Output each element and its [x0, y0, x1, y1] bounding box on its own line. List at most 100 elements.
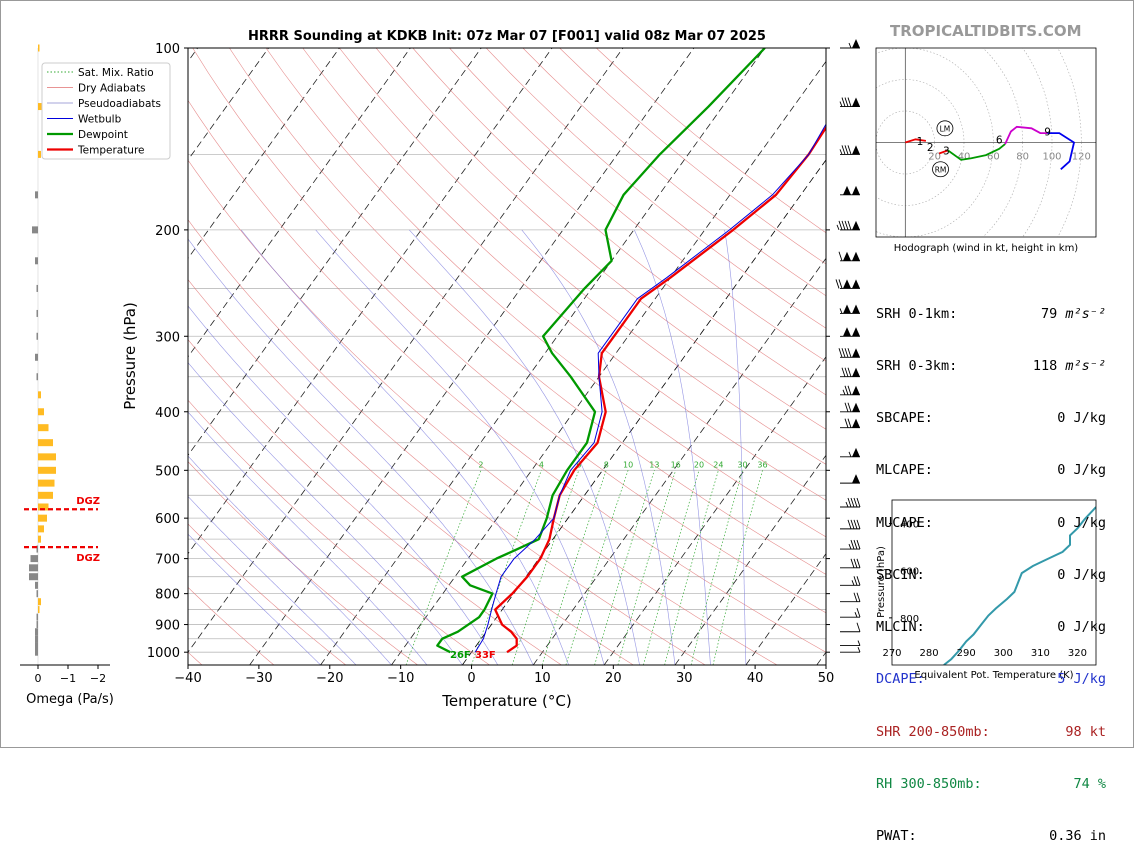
barb-half [846, 502, 848, 507]
stat-sbcape: SBCAPE:0 J/kg [876, 410, 1106, 427]
omega-bar [38, 480, 55, 487]
barb-half [858, 641, 860, 646]
barb-flag [852, 279, 860, 288]
barb-half [852, 580, 854, 585]
wind-barb [840, 593, 860, 602]
x-tick-label: −10 [387, 671, 414, 686]
omega-bar [37, 621, 39, 628]
wind-barb [840, 540, 860, 549]
barb-half [837, 225, 839, 230]
hodograph-marker-label: LM [940, 124, 951, 133]
mixing-ratio-line [665, 470, 719, 665]
barb-full [842, 98, 845, 107]
omega-bar [38, 598, 41, 605]
omega-bar [38, 515, 47, 522]
omega-bar [38, 525, 44, 532]
legend-label: Temperature [77, 145, 145, 157]
omega-bar [35, 582, 38, 589]
isotherm-line [321, 48, 765, 665]
barb-full [851, 498, 854, 507]
barb-half [849, 43, 851, 48]
barb-full [854, 576, 857, 585]
mixing-ratio-label: 2 [478, 460, 483, 469]
omega-bar [35, 191, 38, 198]
omega-bar [37, 333, 39, 340]
mixing-ratio-label: 13 [649, 460, 659, 469]
moist-adiabat [522, 230, 675, 665]
moist-adiabat [132, 230, 498, 665]
wind-barb [840, 448, 860, 457]
x-tick-label: −20 [316, 671, 343, 686]
barb-half [840, 149, 842, 154]
omega-bar [37, 285, 39, 292]
x-tick-label: 10 [534, 671, 551, 686]
wind-barb [839, 348, 860, 357]
barb-full [848, 520, 851, 529]
x-tick-label: −40 [174, 671, 201, 686]
dry-adiabat [83, 48, 706, 665]
barb-flag [843, 327, 851, 336]
stat-rh: RH 300-850mb:74 % [876, 776, 1106, 793]
barb-flag [843, 279, 851, 288]
y-tick-label: 800 [155, 588, 180, 603]
y-tick-label: 600 [155, 512, 180, 527]
barb-flag [852, 474, 860, 483]
hodograph-ring-label: 40 [958, 152, 971, 163]
barb-full [848, 419, 851, 428]
stat-mlcape: MLCAPE:0 J/kg [876, 462, 1106, 479]
barb-full [857, 576, 860, 585]
mixing-ratio-label: 4 [539, 460, 544, 469]
mixing-ratio-label: 24 [713, 460, 723, 469]
barb-flag [852, 348, 860, 357]
legend-label: Wetbulb [78, 114, 122, 126]
omega-bar [38, 439, 53, 446]
wind-barb [840, 98, 860, 107]
moist-adiabat [409, 230, 639, 665]
hodograph-height-label: 3 [943, 145, 950, 157]
barb-full [845, 145, 848, 154]
omega-bar [35, 257, 38, 264]
barb-flag [852, 403, 860, 412]
wind-barb [840, 474, 860, 483]
barb-flag [852, 98, 860, 107]
barb-flag [843, 304, 851, 313]
barb-flag [852, 386, 860, 395]
hodograph-ring-label: 120 [1072, 152, 1091, 163]
y-tick-label: 300 [155, 330, 180, 345]
stats-panel: SRH 0-1km:79 m²s⁻² SRH 0-3km:118 m²s⁻² S… [876, 271, 1106, 863]
barb-flag [852, 304, 860, 313]
omega-bar [38, 391, 41, 398]
dgz-label-top: DGZ [76, 496, 100, 507]
stat-pwat: PWAT:0.36 in [876, 828, 1106, 845]
skewt-axes-box [188, 48, 826, 665]
omega-bar [35, 642, 38, 649]
mixing-ratio-line [618, 470, 676, 665]
omega-tick-label: 0 [35, 672, 42, 685]
omega-bar [31, 555, 39, 562]
stat-dcape: DCAPE:5 J/kg [876, 671, 1106, 688]
wind-barb [840, 145, 860, 154]
wind-barb [840, 559, 860, 568]
omega-bar [37, 310, 39, 317]
wind-barb [840, 498, 860, 507]
barb-full [857, 498, 860, 507]
mixing-ratio-label: 8 [604, 460, 609, 469]
barb-half [858, 647, 860, 652]
omega-bar [38, 536, 41, 543]
stat-mlcin: MLCIN:0 J/kg [876, 619, 1106, 636]
wind-barb [840, 403, 860, 412]
hodograph-title: Hodograph (wind in kt, height in km) [894, 243, 1079, 254]
barb-full [854, 520, 857, 529]
barb-full [854, 593, 857, 602]
barb-full [842, 348, 845, 357]
wind-barb [840, 327, 860, 336]
wind-barb [836, 279, 860, 288]
legend-label: Dry Adiabats [78, 83, 146, 95]
omega-bar [35, 628, 38, 635]
surface-temperature-label: 33F [475, 650, 496, 661]
omega-bar [38, 45, 40, 52]
moist-adiabat [316, 230, 604, 665]
x-tick-label: 30 [676, 671, 693, 686]
omega-tick-label: −1 [60, 672, 76, 685]
